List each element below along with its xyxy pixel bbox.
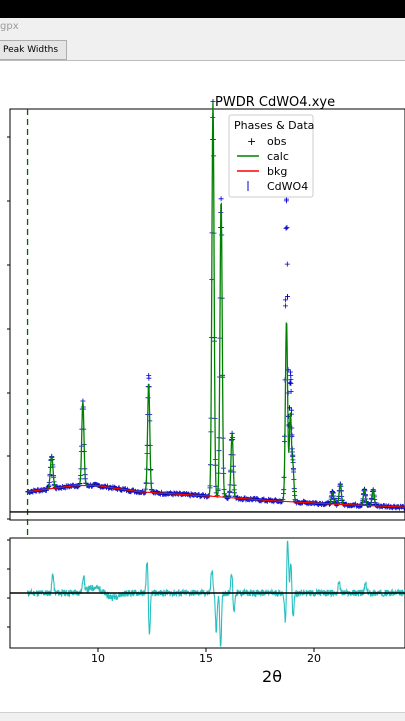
legend-cdwo4-label: CdWO4 — [267, 180, 308, 193]
legend-title: Phases & Data — [234, 119, 314, 132]
legend-obs-marker: + — [247, 135, 256, 148]
powder-pattern-plot[interactable]: PWDR CdWO4.xye Phases & Data + obs calc … — [0, 60, 405, 712]
legend: Phases & Data + obs calc bkg CdWO4 — [229, 115, 314, 197]
x-tick-label-15: 15 — [199, 652, 213, 665]
chart-title: PWDR CdWO4.xye — [215, 95, 335, 110]
window-title-bar: gpx — [0, 18, 405, 39]
top-black-bar — [0, 0, 405, 18]
legend-obs-label: obs — [267, 135, 287, 148]
x-tick-label-20: 20 — [307, 652, 321, 665]
tab-peak-widths-label: Peak Widths — [3, 45, 58, 55]
x-axis-label: 2θ — [262, 667, 282, 686]
upper-axes-frame — [10, 109, 405, 520]
legend-calc-label: calc — [267, 150, 289, 163]
window-title: gpx — [0, 21, 19, 32]
x-tick-label-10: 10 — [91, 652, 105, 665]
tab-peak-widths[interactable]: Peak Widths — [0, 40, 67, 60]
tab-strip: Peak Widths — [0, 38, 405, 61]
legend-bkg-label: bkg — [267, 165, 287, 178]
